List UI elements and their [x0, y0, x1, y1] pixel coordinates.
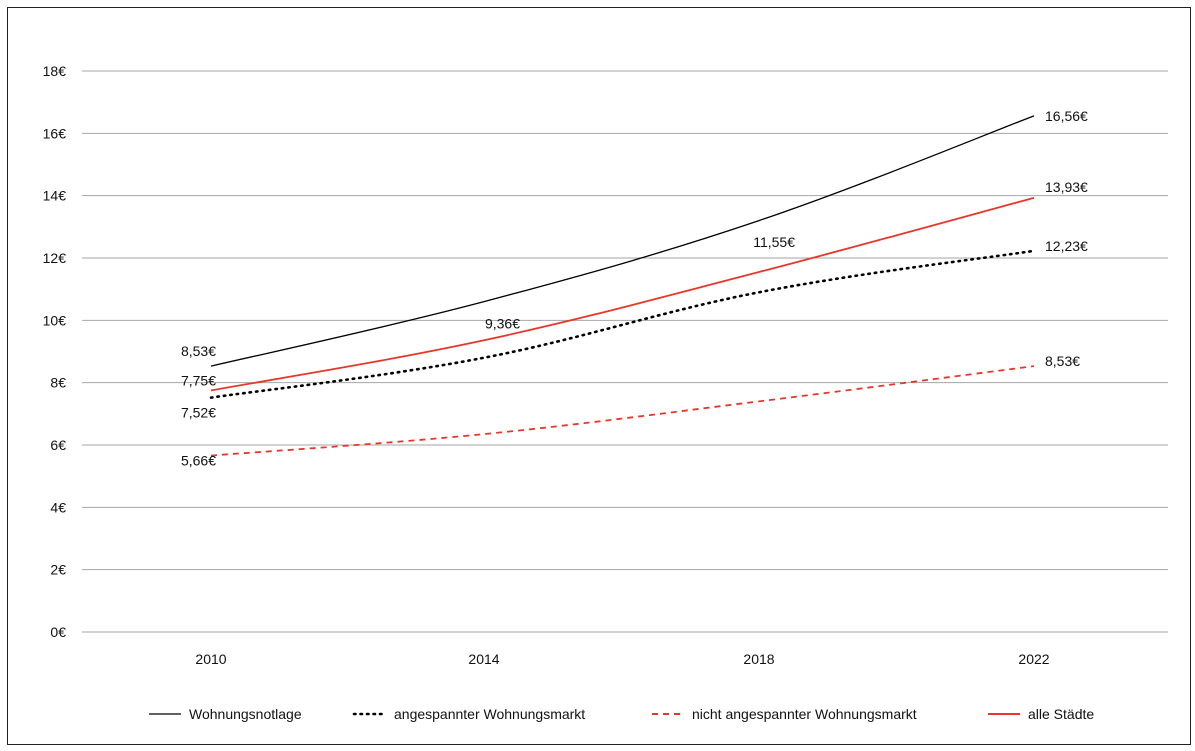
series-lines	[209, 115, 1036, 457]
y-tick-label: 0€	[50, 624, 66, 640]
data-label: 13,93€	[1045, 179, 1088, 195]
x-axis-ticks: 2010 2014 2018 2022	[195, 651, 1049, 667]
x-tick-label: 2018	[743, 651, 774, 667]
data-label: 11,55€	[753, 234, 795, 250]
legend-label: alle Städte	[1028, 706, 1094, 722]
x-tick-label: 2022	[1018, 651, 1049, 667]
legend-label: Wohnungsnotlage	[189, 706, 302, 722]
series-line	[210, 196, 1035, 392]
data-label: 7,75€	[181, 372, 216, 388]
series-line	[210, 365, 1035, 457]
y-tick-label: 4€	[50, 499, 66, 515]
x-tick-label: 2014	[468, 651, 499, 667]
y-tick-label: 18€	[43, 63, 67, 79]
y-tick-label: 6€	[50, 437, 66, 453]
y-tick-label: 2€	[50, 562, 66, 578]
y-tick-label: 14€	[43, 188, 67, 204]
series-line	[209, 249, 1036, 399]
y-tick-label: 10€	[43, 312, 67, 328]
y-tick-label: 16€	[43, 125, 67, 141]
data-labels: 8,53€ 16,56€ 7,52€ 12,23€ 5,66€ 8,53€ 7,75€ 9,3…	[181, 108, 1088, 469]
legend: Wohnungsnotlage angespannter Wohnungsmark…	[149, 706, 1094, 722]
y-tick-label: 8€	[50, 375, 66, 391]
y-axis-ticks: 0€ 2€ 4€ 6€ 8€ 10€ 12€ 14€ 16€ 18€	[43, 63, 67, 640]
grid-lines	[82, 70, 1168, 633]
data-label: 8,53€	[1045, 353, 1080, 369]
y-tick-label: 12€	[43, 250, 67, 266]
series-line	[210, 115, 1035, 367]
data-label: 12,23€	[1045, 238, 1088, 254]
data-label: 9,36€	[485, 315, 520, 331]
data-label: 16,56€	[1045, 108, 1088, 124]
legend-label: angespannter Wohnungsmarkt	[394, 706, 585, 722]
data-label: 5,66€	[181, 453, 216, 469]
chart-frame: 0€ 2€ 4€ 6€ 8€ 10€ 12€ 14€ 16€ 18€ 2010 2014 2018 20…	[7, 7, 1191, 745]
legend-label: nicht angespannter Wohnungsmarkt	[692, 706, 917, 722]
x-tick-label: 2010	[195, 651, 226, 667]
line-chart: 0€2€4€6€8€10€12€14€16€18€ 2010 2014 2018 20…	[43, 63, 1168, 722]
data-label: 7,52€	[181, 405, 216, 421]
data-label: 8,53€	[181, 343, 216, 359]
